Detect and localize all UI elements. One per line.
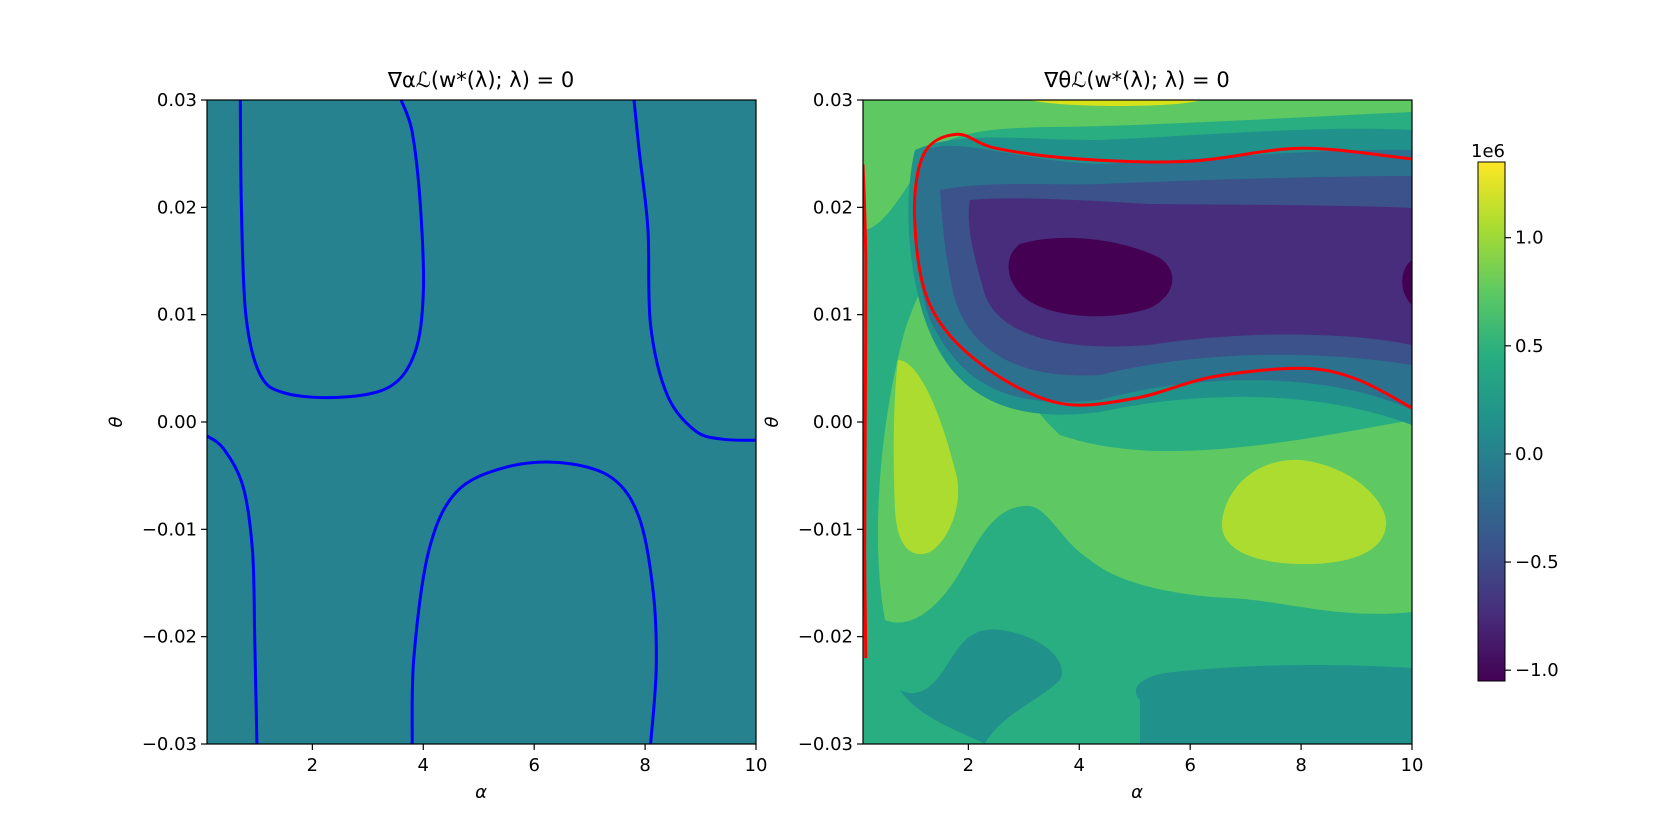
left-xtick-label: 6 — [528, 755, 539, 776]
colorbar-tick-label: 0.5 — [1515, 336, 1544, 357]
colorbar-multiplier: 1e6 — [1471, 141, 1505, 162]
left-xtick-label: 10 — [745, 755, 768, 776]
right-ytick-label: 0.02 — [813, 197, 853, 218]
right-ytick-label: 0.03 — [813, 90, 853, 111]
right-ylabel: θ — [762, 416, 783, 427]
left-xtick-label: 2 — [307, 755, 318, 776]
left-axes: 2 4 6 8 10 0.03 0.02 0.01 0.00 −0.01 −0.02 −0.03 — [142, 90, 768, 776]
right-ytick-label: 0.00 — [813, 412, 853, 433]
right-zero-contour-line — [912, 132, 1412, 410]
right-xlabel: α — [1131, 782, 1143, 803]
right-ytick-label: 0.01 — [813, 305, 853, 326]
left-ytick-label: 0.00 — [157, 412, 197, 433]
right-title: ∇θℒ(w*(λ); λ) = 0 — [1043, 68, 1229, 92]
colorbar-tick-label: 0.0 — [1515, 444, 1544, 465]
left-ytick-label: −0.03 — [142, 734, 197, 755]
right-xtick-label: 6 — [1184, 755, 1195, 776]
left-ytick-label: −0.01 — [142, 519, 197, 540]
left-zero-contour-line — [207, 434, 259, 744]
right-xtick-label: 2 — [963, 755, 974, 776]
left-contour-fill — [207, 100, 756, 744]
colorbar-tick-label: −0.5 — [1515, 552, 1559, 573]
right-ytick-label: −0.01 — [798, 519, 853, 540]
right-xtick-label: 8 — [1295, 755, 1306, 776]
right-panel: 2 4 6 8 10 0.03 0.02 0.01 0.00 −0.01 −0.02 −0.03 ∇θ… — [762, 68, 1423, 803]
right-xtick-label: 10 — [1401, 755, 1424, 776]
right-ytick-label: −0.03 — [798, 734, 853, 755]
colorbar-gradient — [1477, 161, 1506, 682]
right-ytick-label: −0.02 — [798, 627, 853, 648]
left-ytick-label: 0.02 — [157, 197, 197, 218]
left-xtick-label: 8 — [639, 755, 650, 776]
right-xtick-label: 4 — [1074, 755, 1085, 776]
left-zero-contour-line — [410, 460, 658, 744]
right-zero-contour-line — [863, 164, 868, 659]
left-title: ∇αℒ(w*(λ); λ) = 0 — [387, 68, 574, 92]
left-ytick-label: 0.03 — [157, 90, 197, 111]
colorbar-tick-label: 1.0 — [1515, 228, 1544, 249]
colorbar-tick-label: −1.0 — [1515, 660, 1559, 681]
left-xtick-label: 4 — [418, 755, 429, 776]
colorbar-ticks: 1.0 0.5 0.0 −0.5 −1.0 — [1505, 228, 1559, 681]
left-zero-contour-line — [632, 100, 756, 442]
right-axes: 2 4 6 8 10 0.03 0.02 0.01 0.00 −0.01 −0.02 −0.03 — [798, 90, 1424, 776]
left-zero-contours — [207, 100, 756, 744]
right-zero-contours — [863, 132, 1412, 659]
left-xlabel: α — [475, 782, 487, 803]
left-zero-contour-line — [238, 100, 426, 400]
right-contour-fill — [863, 100, 1412, 744]
left-ytick-label: −0.02 — [142, 627, 197, 648]
left-ylabel: θ — [106, 416, 127, 427]
left-ytick-label: 0.01 — [157, 305, 197, 326]
colorbar: 1e6 1.0 0.5 0.0 −0.5 −1.0 — [1471, 141, 1559, 682]
left-panel: 2 4 6 8 10 0.03 0.02 0.01 0.00 −0.01 −0.02 −0.03 ∇α… — [106, 68, 767, 803]
